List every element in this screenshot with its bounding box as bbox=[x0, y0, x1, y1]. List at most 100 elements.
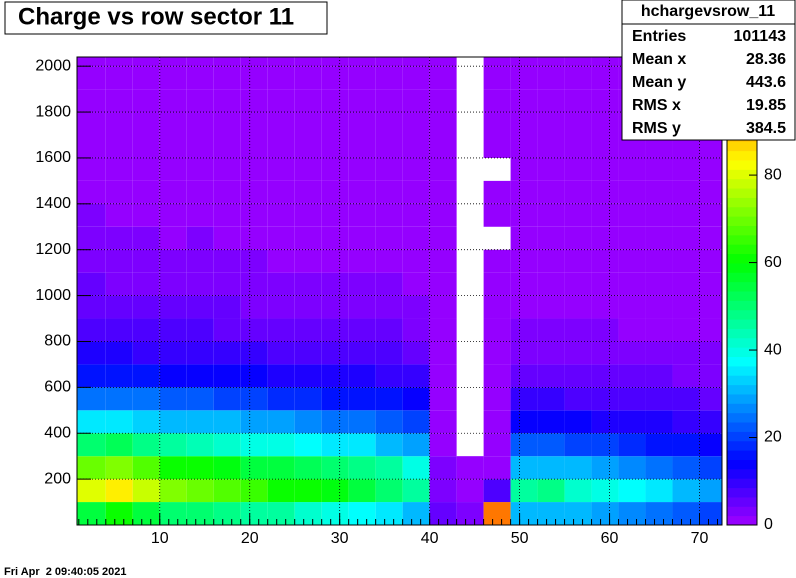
cell bbox=[267, 318, 295, 342]
cell bbox=[457, 410, 484, 433]
cell bbox=[240, 272, 268, 296]
cell bbox=[77, 89, 106, 113]
cell bbox=[267, 479, 295, 503]
x-tick-label: 60 bbox=[601, 530, 619, 547]
cell bbox=[348, 112, 376, 135]
cell bbox=[510, 502, 538, 525]
cell bbox=[105, 341, 133, 365]
cell bbox=[186, 203, 214, 227]
cell bbox=[267, 364, 295, 388]
cell bbox=[240, 502, 268, 525]
colorbar-band bbox=[727, 291, 757, 301]
cell bbox=[375, 272, 403, 296]
cell bbox=[375, 502, 403, 525]
cell bbox=[457, 89, 484, 112]
cell bbox=[645, 456, 673, 480]
cell bbox=[537, 456, 565, 480]
cell bbox=[699, 433, 722, 457]
cell bbox=[510, 66, 538, 90]
cell bbox=[294, 272, 322, 296]
z-tick-label: 0 bbox=[764, 516, 773, 533]
cell bbox=[537, 479, 565, 503]
colorbar-band bbox=[727, 253, 757, 264]
cell bbox=[591, 410, 619, 434]
cell bbox=[564, 57, 592, 67]
cell bbox=[483, 341, 511, 365]
cell bbox=[321, 364, 349, 388]
cell bbox=[294, 364, 322, 388]
cell bbox=[457, 273, 484, 296]
cell bbox=[672, 502, 700, 525]
stats-value: 101143 bbox=[733, 28, 786, 45]
cell bbox=[537, 89, 565, 113]
colorbar-band bbox=[727, 309, 757, 320]
cell bbox=[457, 227, 484, 250]
cell bbox=[699, 249, 722, 273]
cell bbox=[77, 180, 106, 204]
cell bbox=[402, 295, 430, 319]
cell bbox=[348, 341, 376, 365]
cell bbox=[77, 410, 106, 434]
cell bbox=[321, 318, 349, 342]
cell bbox=[591, 318, 619, 342]
cell bbox=[348, 203, 376, 227]
colorbar-band bbox=[727, 169, 757, 180]
cell bbox=[645, 272, 673, 296]
cell bbox=[645, 203, 673, 227]
cell bbox=[564, 295, 592, 319]
cell bbox=[645, 157, 673, 181]
stats-label: RMS x bbox=[632, 97, 681, 114]
cell bbox=[132, 57, 160, 67]
cell bbox=[591, 295, 619, 319]
cell bbox=[537, 272, 565, 296]
cell bbox=[348, 387, 376, 411]
cell bbox=[510, 112, 538, 135]
cell bbox=[186, 479, 214, 503]
z-tick-label: 60 bbox=[764, 254, 782, 271]
cell bbox=[240, 364, 268, 388]
cell bbox=[672, 341, 700, 365]
cell bbox=[159, 157, 187, 181]
cell bbox=[186, 502, 214, 525]
colorbar-band bbox=[727, 440, 757, 451]
colorbar-band bbox=[727, 272, 757, 283]
cell bbox=[186, 387, 214, 411]
cell bbox=[213, 157, 241, 181]
cell bbox=[159, 387, 187, 411]
cell bbox=[186, 112, 214, 135]
cell bbox=[483, 479, 511, 503]
stats-value: 28.36 bbox=[746, 51, 786, 68]
cell bbox=[267, 295, 295, 319]
cell bbox=[537, 66, 565, 90]
cell bbox=[483, 456, 511, 480]
cell bbox=[321, 502, 349, 525]
cell bbox=[429, 135, 457, 158]
colorbar-band bbox=[727, 328, 757, 339]
cell bbox=[564, 502, 592, 525]
cell bbox=[294, 456, 322, 480]
cell bbox=[699, 479, 722, 503]
cell bbox=[457, 66, 484, 89]
cell bbox=[77, 135, 106, 158]
cell bbox=[348, 272, 376, 296]
cell bbox=[402, 272, 430, 296]
cell bbox=[240, 112, 268, 135]
y-tick-label: 1200 bbox=[35, 241, 71, 258]
cell bbox=[457, 158, 484, 181]
cell bbox=[267, 272, 295, 296]
cell bbox=[510, 180, 538, 204]
cell bbox=[294, 387, 322, 411]
cell bbox=[672, 203, 700, 227]
cell bbox=[645, 249, 673, 273]
cell bbox=[699, 157, 722, 181]
cell bbox=[348, 433, 376, 457]
cell bbox=[159, 112, 187, 135]
cell bbox=[402, 203, 430, 227]
cell bbox=[132, 410, 160, 434]
cell bbox=[645, 318, 673, 342]
cell bbox=[457, 319, 484, 342]
cell bbox=[672, 272, 700, 296]
colorbar-band bbox=[727, 197, 757, 208]
cell bbox=[457, 112, 484, 135]
cell bbox=[483, 410, 511, 434]
